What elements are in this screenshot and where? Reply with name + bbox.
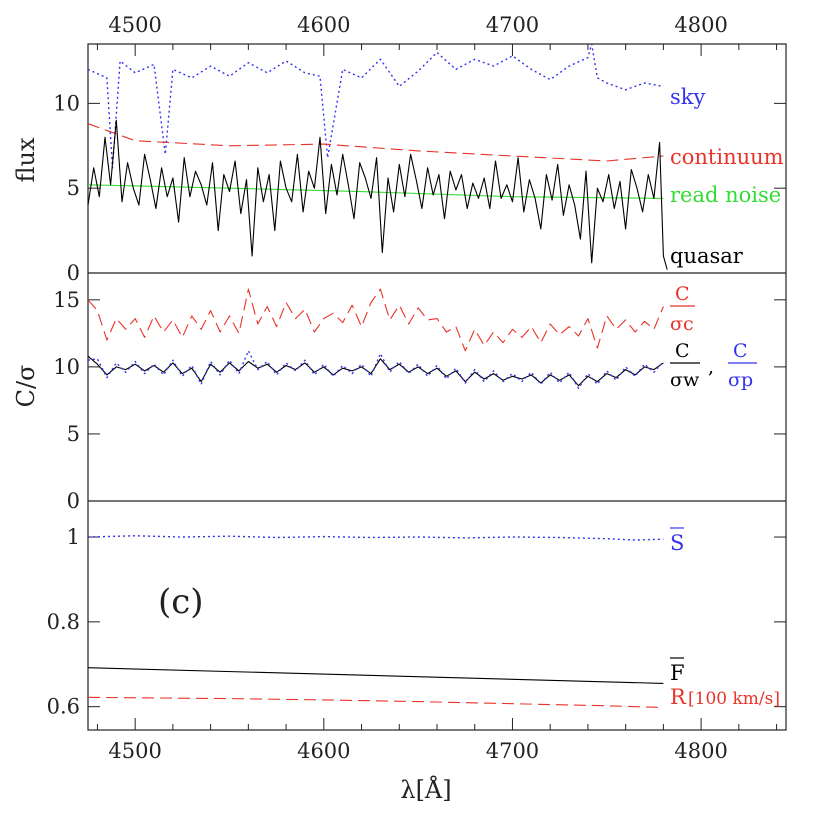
series-layer [87, 43, 668, 709]
y-tick-label-panel2-0-6: 0.6 [47, 695, 80, 719]
series-line-panel0-read-noise [87, 184, 664, 199]
y-tick-label-panel2-1: 1 [67, 525, 80, 549]
panel-tag: (c) [158, 582, 204, 622]
label-r-unit: [100 km/s] [688, 689, 780, 709]
x-tick-label-top-4700: 4700 [486, 13, 539, 37]
label-quasar: quasar [670, 244, 744, 268]
label-sky: sky [670, 85, 706, 109]
y-tick-label-panel1-15: 15 [53, 288, 80, 312]
series-line-panel0-sky [87, 43, 664, 169]
y-tick-label-panel2-0-8: 0.8 [47, 610, 80, 634]
series-line-panel2-r-100-km-s [87, 696, 664, 709]
label-c-over-sigma-w-numerator: C [675, 340, 690, 362]
y-tick-label-panel1-0: 0 [67, 489, 80, 513]
ticks-layer: 4500450046004600470047004800480005100510… [47, 13, 786, 763]
x-tick-label-top-4500: 4500 [108, 13, 161, 37]
y-axis-label-flux: flux [12, 137, 40, 182]
label-r: R [670, 685, 687, 709]
x-tick-label-bottom-4600: 4600 [297, 739, 350, 763]
series-line-panel1-c-c [87, 288, 664, 352]
series-line-panel0-continuum [87, 123, 664, 162]
y-axis-label-c-sigma: C/σ [12, 365, 40, 408]
y-tick-label-panel0-10: 10 [53, 91, 80, 115]
x-tick-label-bottom-4700: 4700 [486, 739, 539, 763]
label-c-over-sigma-c-numerator: C [675, 283, 690, 305]
label-f-bar: F [670, 661, 685, 685]
y-tick-label-panel1-5: 5 [67, 422, 80, 446]
y-tick-label-panel0-0: 0 [67, 261, 80, 285]
label-c-over-sigma-w-denominator: σw [670, 369, 700, 391]
label-c-over-sigma-c-denominator: σc [670, 313, 694, 335]
label-read-noise: read noise [670, 183, 781, 207]
series-line-panel0-quasar [87, 119, 668, 270]
series-line-panel1-c-p [87, 350, 664, 389]
x-tick-label-top-4600: 4600 [297, 13, 350, 37]
label-continuum: continuum [670, 145, 784, 169]
series-line-panel1-c-w [87, 355, 664, 387]
series-line-panel2-f [87, 667, 664, 684]
x-axis-label: λ[Å] [400, 775, 451, 804]
x-tick-label-bottom-4800: 4800 [674, 739, 727, 763]
label-comma: , [708, 356, 714, 378]
label-c-over-sigma-p-numerator: C [733, 340, 748, 362]
x-tick-label-bottom-4500: 4500 [108, 739, 161, 763]
label-c-over-sigma-p-denominator: σp [728, 369, 753, 391]
label-s-bar: S [670, 531, 684, 555]
x-tick-label-top-4800: 4800 [674, 13, 727, 37]
series-line-panel2-s [87, 535, 664, 541]
y-tick-label-panel0-5: 5 [67, 176, 80, 200]
y-tick-label-panel1-10: 10 [53, 355, 80, 379]
